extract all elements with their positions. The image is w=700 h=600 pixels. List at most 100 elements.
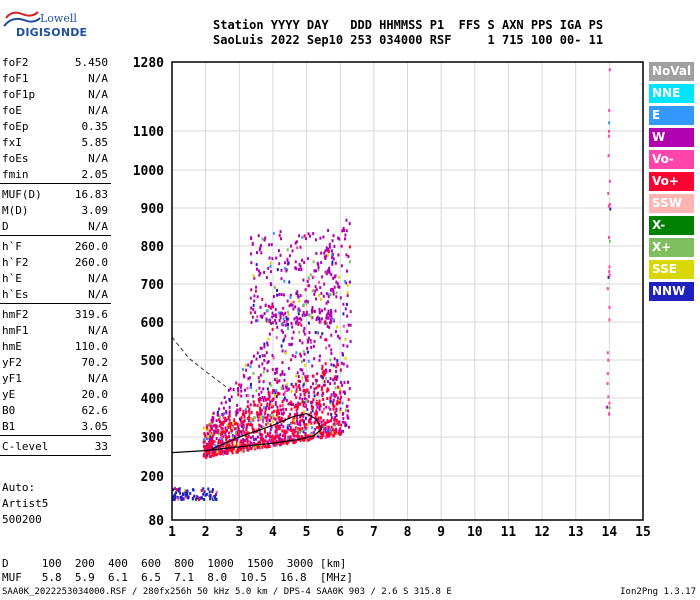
echo-point (285, 398, 288, 402)
echo-point (310, 417, 313, 421)
echo-point (258, 412, 261, 416)
echo-point (316, 432, 319, 436)
echo-point (297, 321, 300, 325)
echo-point (608, 235, 611, 239)
echo-point (339, 407, 342, 411)
echo-point (257, 445, 260, 449)
echo-point (209, 496, 212, 500)
echo-point (281, 321, 284, 325)
echo-point (220, 426, 223, 430)
echo-point (294, 305, 297, 309)
y-tick-label: 800 (141, 240, 165, 255)
echo-point (206, 427, 209, 431)
echo-point (330, 273, 333, 277)
echo-point (279, 408, 282, 412)
echo-point (317, 402, 320, 406)
echo-point (346, 329, 349, 333)
echo-point (337, 285, 340, 289)
echo-point (254, 403, 257, 407)
echo-point (279, 433, 282, 437)
echo-point (311, 310, 314, 314)
echo-point (282, 398, 285, 402)
echo-point (299, 352, 302, 356)
echo-point (333, 416, 336, 420)
echo-point (608, 129, 611, 133)
echo-point (315, 318, 318, 322)
echo-point (321, 425, 324, 429)
echo-point (239, 407, 242, 411)
echo-point (335, 369, 338, 373)
echo-point (285, 430, 288, 434)
param-row: h`Es N/A (2, 288, 108, 302)
echo-point (335, 430, 338, 434)
echo-point (325, 338, 328, 342)
echo-point (267, 421, 270, 425)
echo-point (334, 386, 337, 390)
echo-point (286, 382, 289, 386)
param-row: h`E N/A (2, 272, 108, 286)
echo-point (341, 351, 344, 355)
echo-point (235, 441, 238, 445)
echo-point (608, 68, 611, 72)
echo-point (347, 323, 350, 327)
echo-point (246, 404, 249, 408)
echo-point (269, 441, 272, 445)
param-row: M(D) 3.09 (2, 204, 108, 218)
echo-point (329, 419, 332, 423)
echo-point (226, 428, 229, 432)
echo-point (314, 378, 317, 382)
echo-point (321, 332, 324, 336)
echo-point (304, 403, 307, 407)
echo-point (248, 418, 251, 422)
echo-point (262, 387, 265, 391)
echo-point (280, 412, 283, 416)
echo-point (335, 291, 338, 295)
echo-point (276, 268, 279, 272)
echo-point (245, 409, 248, 413)
echo-point (259, 373, 262, 377)
echo-point (287, 317, 290, 321)
echo-point (252, 394, 255, 398)
echo-point (321, 393, 324, 397)
echo-point (265, 351, 268, 355)
echo-point (344, 279, 347, 283)
echo-point (275, 432, 278, 436)
echo-point (295, 240, 298, 244)
param-row: B0 62.6 (2, 404, 108, 418)
echo-point (268, 332, 271, 336)
echo-point (262, 415, 265, 419)
logo-line2: DIGISONDE (16, 26, 88, 39)
echo-point (250, 361, 253, 365)
echo-point (299, 423, 302, 427)
echo-point (324, 423, 327, 427)
echo-point (279, 237, 282, 241)
echo-point (259, 417, 262, 421)
param-key: foEs (2, 152, 29, 165)
echo-point (245, 434, 248, 438)
echo-point (316, 411, 319, 415)
echo-point (333, 381, 336, 385)
echo-point (293, 405, 296, 409)
echo-point (261, 445, 264, 449)
echo-point (330, 412, 333, 416)
echo-point (202, 487, 205, 491)
echo-point (256, 435, 259, 439)
echo-point (275, 370, 278, 374)
echo-point (298, 330, 301, 334)
echo-point (296, 406, 299, 410)
echo-point (278, 233, 281, 237)
echo-point (327, 433, 330, 437)
echo-point (264, 429, 267, 433)
echo-point (608, 406, 611, 410)
echo-point (262, 426, 265, 430)
param-key: yF1 (2, 372, 22, 385)
echo-point (235, 426, 238, 430)
echo-point (306, 379, 309, 383)
echo-point (255, 251, 258, 255)
echo-point (289, 293, 292, 297)
echo-point (347, 425, 350, 429)
echo-point (274, 425, 277, 429)
echo-point (312, 232, 315, 236)
echo-point (211, 420, 214, 424)
echo-point (334, 418, 337, 422)
